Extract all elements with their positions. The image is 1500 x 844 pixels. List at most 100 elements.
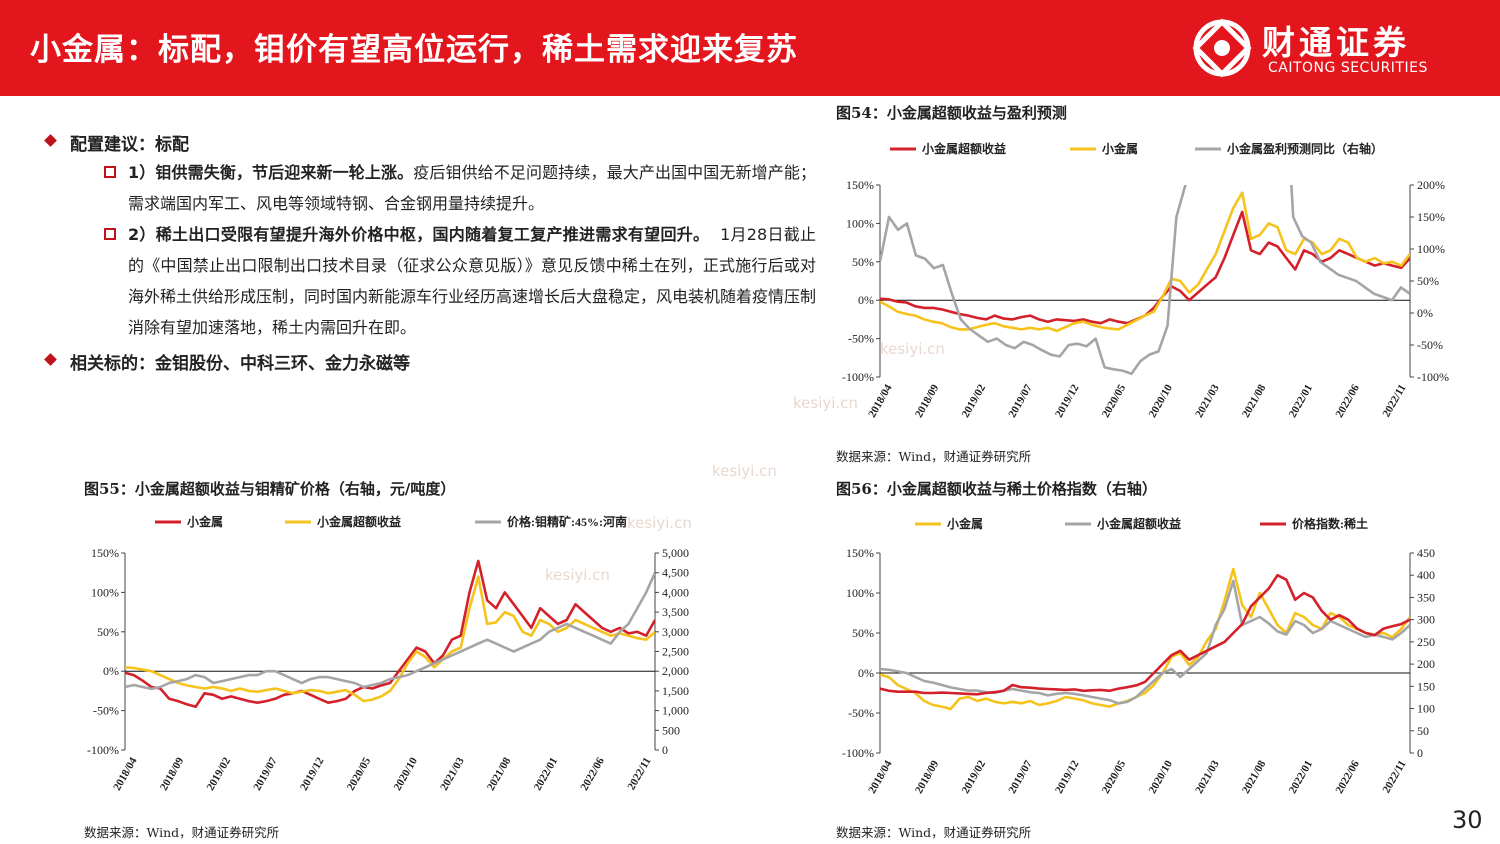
fig56-x-tick-label: 2019/02	[960, 758, 989, 796]
logo-text-cn: 财通证券	[1262, 23, 1410, 62]
fig55-chart: 150% 100% 50% 0% -50% -100% 5,000 4,500 4,000 3,5…	[87, 514, 689, 793]
fig55-left-tick-label: 100%	[91, 585, 119, 599]
fig55-left-tick-label: 50%	[97, 625, 119, 639]
fig55-left-tick-label: 0%	[103, 664, 119, 678]
fig56-right-tick-label: 250	[1417, 635, 1435, 649]
fig54-x-tick-label: 2022/11	[1380, 383, 1408, 420]
fig55-right-tick-label: 2,500	[662, 645, 689, 659]
fig56-left-tick-label: -100%	[842, 746, 874, 760]
diamond-bullet-icon	[44, 134, 57, 147]
header-bar: 小金属：标配，钼价有望高位运行，稀土需求迎来复苏 财通证券 CAITONG SE…	[0, 0, 1500, 96]
fig55-x-tick-label: 2018/04	[111, 755, 140, 793]
fig56-left-tick-label: 50%	[852, 626, 874, 640]
fig55-x-tick-label: 2020/10	[392, 755, 421, 793]
square-bullet-icon	[104, 228, 116, 240]
fig54-right-tick-label: -100%	[1417, 370, 1449, 384]
fig56-left-tick-label: -50%	[848, 706, 874, 720]
fig56-chart: 150% 100% 50% 0% -50% -100% 450 400 350 300 250 200…	[842, 516, 1435, 796]
fig56-right-tick-label: 50	[1417, 724, 1429, 738]
fig56-x-tick-label: 2019/12	[1053, 758, 1082, 796]
fig55-x-tick-label: 2018/09	[158, 755, 187, 793]
fig54-title: 图54：小金属超额收益与盈利预测	[836, 104, 1067, 122]
fig54-x-tick-label: 2019/02	[960, 382, 989, 420]
fig56-left-tick-label: 100%	[846, 586, 874, 600]
fig54-x-tick-label: 2019/12	[1053, 382, 1082, 420]
fig55-x-tick-label: 2019/02	[205, 755, 234, 793]
watermark: kesiyi.cn	[880, 340, 945, 358]
fig55-x-tick-label: 2019/07	[251, 755, 280, 793]
logo-text-en: CAITONG SECURITIES	[1268, 60, 1428, 76]
fig55-left-tick-label: -100%	[87, 743, 119, 757]
sub-point-molybdenum-text: 疫后钼供给不足问题持续，最大产出国中国无新增产能；需求端国内军工、风电等领域特钢…	[128, 163, 816, 213]
fig56-x-tick-label: 2021/03	[1193, 758, 1222, 796]
fig54-left-tick-label: 50%	[852, 255, 874, 269]
bullet-related-stocks: 相关标的：金钼股份、中科三环、金力永磁等	[44, 349, 410, 374]
fig56-series-2-line	[880, 573, 1410, 696]
fig55-x-tick-label: 2021/08	[485, 755, 514, 793]
fig55-x-tick-label: 2022/11	[625, 756, 653, 793]
fig56-left-tick-label: 150%	[846, 546, 874, 560]
fig55-title: 图55：小金属超额收益与钼精矿价格（右轴，元/吨度）	[84, 480, 456, 498]
fig56-x-tick-label: 2019/07	[1006, 758, 1035, 796]
fig54-x-tick-label: 2018/04	[866, 382, 895, 420]
fig56-legend-label-0: 小金属	[947, 516, 983, 531]
fig54-right-tick-label: 200%	[1417, 178, 1445, 192]
slide-title: 小金属：标配，钼价有望高位运行，稀土需求迎来复苏	[30, 32, 798, 68]
fig56-right-tick-label: 400	[1417, 568, 1435, 582]
fig55-legend-label-2: 价格:钼精矿:45%:河南	[507, 514, 627, 529]
diamond-bullet-icon	[44, 353, 57, 366]
fig54-x-tick-label: 2022/06	[1333, 382, 1362, 420]
fig56-x-tick-label: 2021/08	[1240, 758, 1269, 796]
fig56-right-tick-label: 300	[1417, 613, 1435, 627]
bullet-allocation-text: 配置建议：标配	[70, 135, 189, 155]
fig55-series-2-line	[125, 572, 655, 691]
fig54-series-2-line	[880, 185, 1410, 376]
fig54-left-tick-label: 0%	[858, 293, 874, 307]
fig55-right-tick-label: 3,500	[662, 605, 689, 619]
fig54-right-tick-label: 100%	[1417, 242, 1445, 256]
page-number: 30	[1452, 806, 1483, 834]
fig56-title: 图56：小金属超额收益与稀土价格指数（右轴）	[836, 480, 1157, 498]
fig54-right-tick-label: -50%	[1417, 338, 1443, 352]
fig54-legend-label-2: 小金属盈利预测同比（右轴）	[1227, 141, 1383, 156]
fig56-x-tick-label: 2020/05	[1100, 758, 1129, 796]
fig55-x-tick-label: 2022/06	[578, 755, 607, 793]
fig56-right-tick-label: 150	[1417, 679, 1435, 693]
sub-point-molybdenum-heading: 1）钼供需失衡，节后迎来新一轮上涨。	[128, 163, 414, 182]
watermark: kesiyi.cn	[545, 566, 610, 584]
fig55-right-tick-label: 2,000	[662, 664, 689, 678]
watermark: kesiyi.cn	[712, 462, 777, 480]
fig55-series-0-line	[125, 559, 655, 708]
fig54-right-tick-label: 0%	[1417, 306, 1433, 320]
square-bullet-icon	[104, 166, 116, 178]
fig54-x-tick-label: 2020/05	[1100, 382, 1129, 420]
fig56-x-tick-label: 2020/10	[1147, 758, 1176, 796]
fig54-x-tick-label: 2022/01	[1287, 382, 1315, 419]
fig54-right-tick-label: 50%	[1417, 274, 1439, 288]
fig54-source: 数据来源：Wind，财通证券研究所	[836, 449, 1032, 464]
fig54-series-1-line	[880, 191, 1410, 333]
fig56-x-tick-label: 2018/09	[913, 758, 942, 796]
fig55-right-tick-label: 5,000	[662, 546, 689, 560]
sub-point-rare-earth: 2）稀土出口受限有望提升海外价格中枢，国内随着复工复产推进需求有望回升。 1月2…	[104, 219, 817, 343]
fig54-left-tick-label: 150%	[846, 178, 874, 192]
bullet-allocation: 配置建议：标配	[44, 130, 189, 155]
fig54-x-tick-label: 2021/03	[1193, 382, 1222, 420]
fig56-x-tick-label: 2022/06	[1333, 758, 1362, 796]
fig54-left-tick-label: -100%	[842, 370, 874, 384]
fig55-x-tick-label: 2020/05	[345, 755, 374, 793]
sub-point-rare-earth-heading: 2）稀土出口受限有望提升海外价格中枢，国内随着复工复产推进需求有望回升。	[128, 225, 710, 244]
caitong-logo-icon	[1192, 18, 1252, 78]
fig55-right-tick-label: 500	[662, 723, 680, 737]
fig54-x-tick-label: 2019/07	[1006, 382, 1035, 420]
fig55-legend-label-1: 小金属超额收益	[317, 514, 401, 529]
fig56-x-tick-label: 2018/04	[866, 758, 895, 796]
sub-point-molybdenum: 1）钼供需失衡，节后迎来新一轮上涨。疫后钼供给不足问题持续，最大产出国中国无新增…	[104, 157, 816, 219]
fig54-x-tick-label: 2020/10	[1147, 382, 1176, 420]
sub-point-rare-earth-text: 1月28日截止的《中国禁止出口限制出口技术目录（征求公众意见版）》意见反馈中稀土…	[128, 225, 817, 337]
fig56-right-tick-label: 450	[1417, 546, 1435, 560]
fig55-left-tick-label: 150%	[91, 546, 119, 560]
fig55-right-tick-label: 1,500	[662, 684, 689, 698]
fig54-legend-label-1: 小金属	[1102, 141, 1138, 156]
bullet-related-stocks-text: 相关标的：金钼股份、中科三环、金力永磁等	[70, 354, 410, 374]
